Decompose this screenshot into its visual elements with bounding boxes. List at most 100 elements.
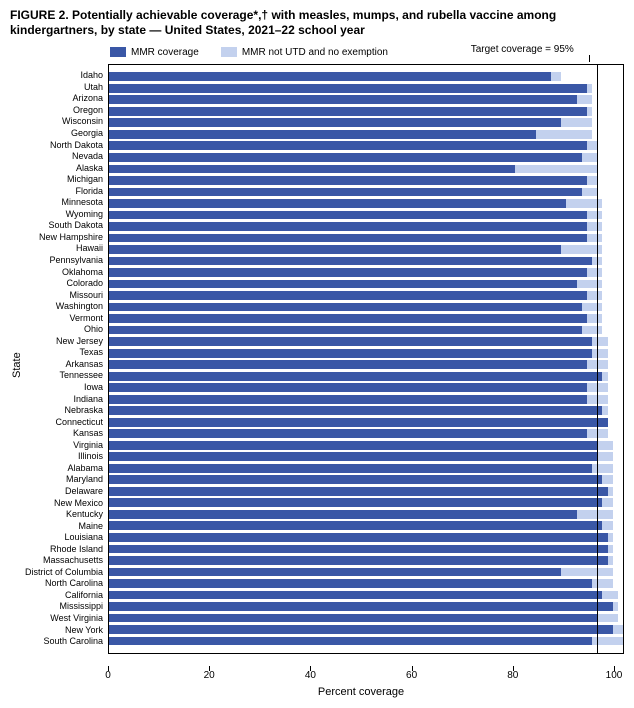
bar-segment-mmr [109,118,561,127]
x-tick-label: 100 [606,670,623,681]
bar-row [109,370,623,382]
bar-row [109,129,623,141]
bar-row [109,152,623,164]
state-label: Vermont [24,312,108,324]
bar-segment-mmr [109,498,602,507]
state-label: Arkansas [24,359,108,371]
state-label: Delaware [24,486,108,498]
bar-segment-notutd [536,130,593,139]
state-label: Virginia [24,440,108,452]
state-label: Massachusetts [24,555,108,567]
bar-segment-mmr [109,95,577,104]
state-label: Connecticut [24,416,108,428]
bar-segment-notutd [597,452,612,461]
state-label: Mississippi [24,601,108,613]
bar-segment-mmr [109,199,566,208]
state-label: Missouri [24,289,108,301]
bar-row [109,313,623,325]
state-label: Pennsylvania [24,255,108,267]
bars-container [109,71,623,647]
bar-segment-mmr [109,314,587,323]
bar-segment-mmr [109,487,608,496]
bar-row [109,428,623,440]
bar-segment-notutd [587,314,602,323]
x-tick-label: 80 [507,670,518,681]
state-label: Kansas [24,428,108,440]
bar-segment-mmr [109,84,587,93]
target-tick-icon [589,55,590,62]
bar-segment-mmr [109,141,587,150]
bar-segment-mmr [109,452,597,461]
bar-row [109,71,623,83]
bar-row [109,566,623,578]
bar-segment-mmr [109,349,592,358]
state-label: Utah [24,82,108,94]
bar-segment-mmr [109,429,587,438]
state-label: Wisconsin [24,116,108,128]
bar-segment-mmr [109,245,561,254]
bar-segment-notutd [577,510,613,519]
bar-segment-mmr [109,176,587,185]
bar-row [109,198,623,210]
bar-row [109,486,623,498]
bar-segment-mmr [109,257,592,266]
bar-row [109,382,623,394]
bar-row [109,244,623,256]
figure-title: FIGURE 2. Potentially achievable coverag… [10,8,624,38]
bar-segment-notutd [608,487,613,496]
bar-segment-mmr [109,475,602,484]
bar-segment-notutd [602,372,607,381]
state-label: New York [24,624,108,636]
bar-segment-notutd [592,464,613,473]
bar-row [109,221,623,233]
legend-label-mmr: MMR coverage [131,47,199,58]
bar-segment-notutd [608,533,613,542]
bar-segment-mmr [109,614,597,623]
state-label: Minnesota [24,197,108,209]
state-label: Maryland [24,474,108,486]
state-label: Idaho [24,70,108,82]
bar-segment-mmr [109,464,592,473]
state-label: Alabama [24,463,108,475]
state-label: Texas [24,347,108,359]
bar-row [109,175,623,187]
state-label: Nebraska [24,405,108,417]
state-label: Nevada [24,151,108,163]
bar-segment-notutd [582,303,603,312]
bar-row [109,163,623,175]
bar-segment-notutd [613,602,618,611]
x-tick-label: 40 [305,670,316,681]
bar-row [109,301,623,313]
bar-row [109,140,623,152]
state-label: District of Columbia [24,567,108,579]
bar-segment-notutd [577,280,603,289]
state-label: Oklahoma [24,266,108,278]
legend-swatch-notutd [221,47,237,57]
bar-row [109,359,623,371]
bar-segment-mmr [109,591,602,600]
state-label: New Mexico [24,497,108,509]
state-label: New Jersey [24,336,108,348]
bar-segment-mmr [109,130,536,139]
bar-row [109,83,623,95]
state-label: Hawaii [24,243,108,255]
bar-segment-notutd [582,153,597,162]
bar-segment-notutd [597,614,618,623]
bar-segment-mmr [109,280,577,289]
legend-item-mmr: MMR coverage [110,47,199,58]
bar-segment-notutd [587,211,602,220]
bar-segment-notutd [561,568,612,577]
bar-segment-mmr [109,637,592,646]
bar-segment-mmr [109,303,582,312]
bar-segment-notutd [592,349,607,358]
state-label: South Dakota [24,220,108,232]
bar-row [109,612,623,624]
bar-row [109,589,623,601]
bar-row [109,393,623,405]
figure-container: FIGURE 2. Potentially achievable coverag… [0,0,634,708]
bar-segment-mmr [109,395,587,404]
state-label: Iowa [24,382,108,394]
state-label: Florida [24,185,108,197]
bar-segment-notutd [587,107,592,116]
bar-segment-mmr [109,625,613,634]
